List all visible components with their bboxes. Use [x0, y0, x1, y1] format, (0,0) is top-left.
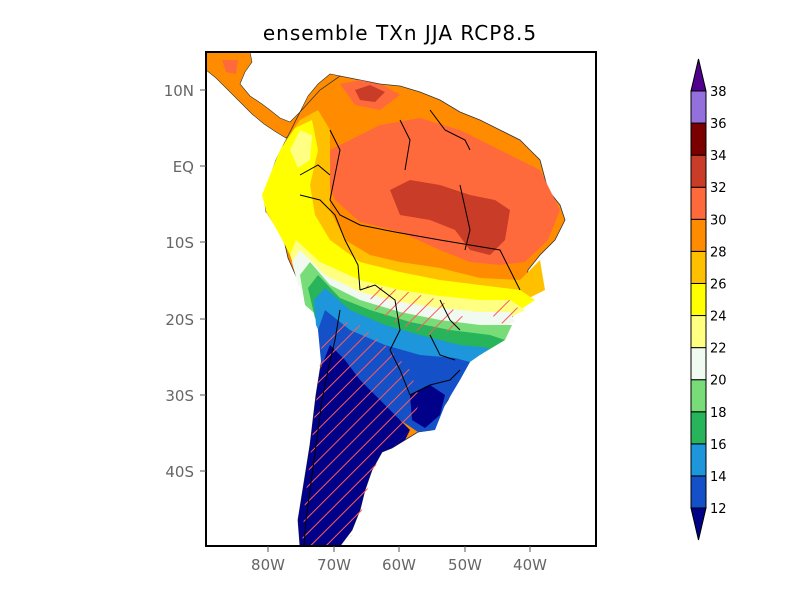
- lat-axis: [200, 89, 206, 472]
- significance-hatch-south: [302, 320, 420, 546]
- plot-title: ensemble TXn JJA RCP8.5: [263, 21, 537, 45]
- lat-label: 10S: [165, 234, 194, 252]
- colorbar-box: [690, 218, 707, 252]
- contour-22-24: [290, 240, 525, 322]
- central-america-warm: [222, 60, 238, 74]
- lat-label: 10N: [164, 82, 194, 100]
- contour-below-12-uruguay: [410, 385, 445, 428]
- colorbar-min-triangle: [690, 507, 707, 541]
- country-borders: [299, 109, 521, 546]
- lon-label: 80W: [251, 556, 285, 574]
- colorbar-label: 22: [710, 342, 727, 357]
- colorbar-label: 26: [710, 277, 727, 292]
- colorbar-box: [690, 154, 707, 188]
- colorbar-box: [690, 122, 707, 156]
- contour-32-34-north: [355, 85, 385, 102]
- colorbar-box: [690, 443, 707, 477]
- colorbar-label: 32: [710, 181, 727, 196]
- colorbar-max-triangle: [690, 58, 707, 92]
- lon-label: 50W: [448, 556, 482, 574]
- colorbar-box: [690, 379, 707, 413]
- colorbar-box: [690, 186, 707, 220]
- map-frame: [205, 51, 597, 547]
- lat-label: EQ: [173, 158, 194, 176]
- significance-hatch-north: [365, 285, 465, 335]
- colorbar-box: [690, 347, 707, 381]
- colorbar-label: 12: [710, 502, 727, 517]
- lon-axis: [267, 546, 531, 552]
- lat-label: 30S: [165, 387, 194, 405]
- colorbar-label: 28: [710, 245, 727, 260]
- colorbar-label: 20: [710, 374, 727, 389]
- colorbar-label: 38: [710, 85, 727, 100]
- colorbar-label: 16: [710, 438, 727, 453]
- colorbar-box: [690, 282, 707, 317]
- colorbar-label: 18: [710, 406, 727, 421]
- colorbar-label: 34: [710, 149, 727, 164]
- colorbar-label: 30: [710, 213, 727, 228]
- colorbar-box: [690, 90, 707, 124]
- map-area: [206, 52, 566, 546]
- colorbar-box: [690, 315, 707, 349]
- colorbar-box: [690, 411, 707, 445]
- lon-label: 60W: [382, 556, 416, 574]
- colorbar-label: 14: [710, 470, 727, 485]
- colorbar-box: [690, 250, 707, 284]
- colorbar-label: 36: [710, 117, 727, 132]
- lat-label: 20S: [165, 311, 194, 329]
- colorbar-box: [690, 475, 707, 509]
- lon-label: 70W: [317, 556, 351, 574]
- significance-hatch-east: [490, 300, 522, 325]
- lat-label: 40S: [165, 463, 194, 481]
- lon-label: 40W: [513, 556, 547, 574]
- contour-32-34: [390, 180, 510, 255]
- contour-24-26: [262, 120, 535, 312]
- colorbar: 12 14 16 18 20 22 24 26 28 30 32 34 36 38: [690, 58, 727, 541]
- colorbar-label: 24: [710, 310, 727, 325]
- contour-22-24-north: [290, 130, 312, 168]
